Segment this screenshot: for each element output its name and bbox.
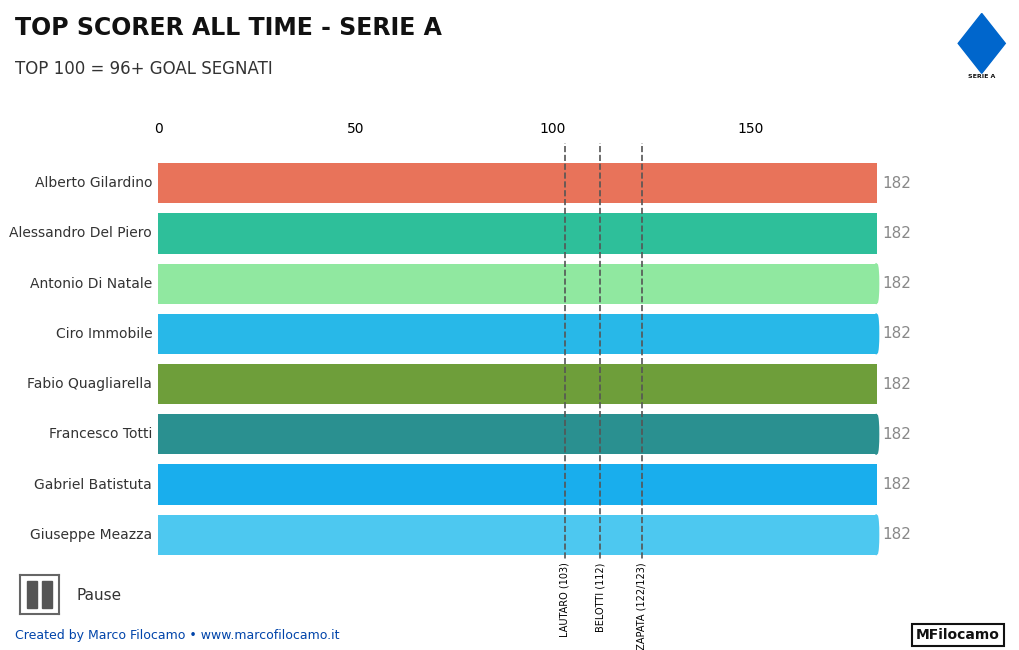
Circle shape — [874, 419, 876, 450]
Bar — [158, 465, 876, 504]
Text: Pause: Pause — [76, 588, 121, 603]
Circle shape — [874, 265, 876, 302]
Circle shape — [874, 268, 876, 300]
Text: Alessandro Del Piero: Alessandro Del Piero — [9, 226, 152, 240]
Text: Francesco Totti: Francesco Totti — [49, 427, 152, 441]
Bar — [28, 581, 37, 608]
Text: DYBALA / ZAPATA (122/123): DYBALA / ZAPATA (122/123) — [636, 562, 646, 650]
Bar — [158, 163, 876, 203]
Circle shape — [874, 318, 876, 350]
Text: Gabriel Batistuta: Gabriel Batistuta — [35, 478, 152, 491]
Bar — [158, 364, 876, 404]
Text: 182: 182 — [881, 376, 911, 391]
Text: LAUTARO (103): LAUTARO (103) — [559, 562, 570, 637]
Text: Alberto Gilardino: Alberto Gilardino — [35, 176, 152, 190]
Circle shape — [874, 416, 876, 453]
Text: Ciro Immobile: Ciro Immobile — [55, 327, 152, 341]
Text: Antonio Di Natale: Antonio Di Natale — [30, 277, 152, 291]
Text: 182: 182 — [881, 527, 911, 542]
Text: 182: 182 — [881, 326, 911, 341]
Bar — [158, 515, 876, 555]
Text: MFilocamo: MFilocamo — [915, 628, 999, 642]
Text: Created by Marco Filocamo • www.marcofilocamo.it: Created by Marco Filocamo • www.marcofil… — [15, 629, 339, 642]
Text: TOP SCORER ALL TIME - SERIE A: TOP SCORER ALL TIME - SERIE A — [15, 16, 442, 40]
Text: 182: 182 — [881, 427, 911, 442]
Bar — [43, 581, 52, 608]
Text: Giuseppe Meazza: Giuseppe Meazza — [30, 528, 152, 541]
Bar — [158, 263, 876, 304]
Text: TOP 100 = 96+ GOAL SEGNATI: TOP 100 = 96+ GOAL SEGNATI — [15, 60, 273, 78]
Text: 182: 182 — [881, 276, 911, 291]
Text: 182: 182 — [881, 477, 911, 492]
Circle shape — [874, 516, 876, 553]
Text: Fabio Quagliarella: Fabio Quagliarella — [28, 377, 152, 391]
Circle shape — [874, 519, 876, 551]
Bar — [158, 414, 876, 454]
Circle shape — [874, 315, 876, 352]
Polygon shape — [957, 14, 1005, 73]
Text: BELOTTI (112): BELOTTI (112) — [595, 562, 605, 632]
Text: 182: 182 — [881, 226, 911, 241]
Text: SERIE A: SERIE A — [967, 73, 995, 79]
Text: 182: 182 — [881, 176, 911, 190]
Bar — [158, 213, 876, 254]
Bar — [158, 314, 876, 354]
